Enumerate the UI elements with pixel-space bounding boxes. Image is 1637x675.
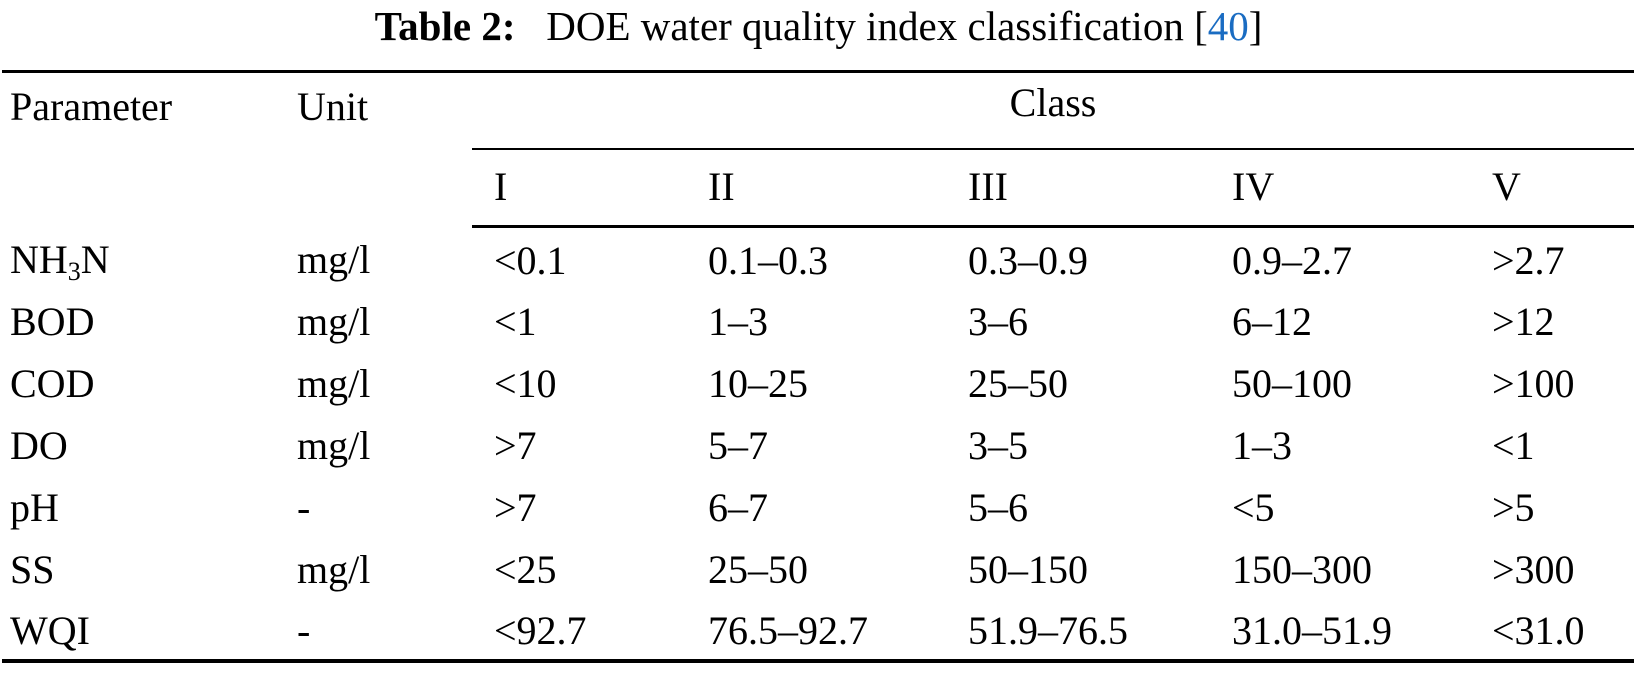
cell-class-v: <31.0 [1492,608,1585,653]
cell-parameter: pH [10,485,59,530]
citation-bracket-close: ] [1248,3,1263,49]
cell-class-iii: 3–6 [968,299,1028,344]
cell-class-ii: 25–50 [708,547,808,592]
cell-class-i: <0.1 [494,237,567,283]
cell-class-i: >7 [494,485,537,530]
cell-class-iv: 150–300 [1232,547,1372,592]
param-text: N [80,237,110,282]
cell-unit: mg/l [297,361,371,406]
cell-class-iv: 1–3 [1232,423,1292,468]
cell-class-v: >100 [1492,361,1575,406]
cell-class-iii: 0.3–0.9 [968,237,1088,283]
cell-unit: - [297,608,311,653]
table-caption: Table 2: DOE water quality index classif… [0,2,1637,50]
cell-class-iii: 51.9–76.5 [968,608,1128,653]
col-header-class-v: V [1470,148,1635,228]
cell-unit: mg/l [297,547,371,592]
col-header-class-iii: III [946,148,1210,228]
cell-class-ii: 10–25 [708,361,808,406]
col-header-class-ii: II [686,148,946,228]
param-subscript: 3 [67,257,81,286]
table-row-do: DO mg/l >7 5–7 3–5 1–3 <1 [2,413,1634,475]
cell-class-iv: 0.9–2.7 [1232,237,1352,283]
caption-text: DOE water quality index classification [546,3,1184,49]
cell-parameter: BOD [10,299,95,344]
cell-class-i: >7 [494,423,537,468]
col-header-parameter: Parameter [10,84,173,129]
cell-unit: - [297,485,311,530]
cell-class-v: >2.7 [1492,237,1565,283]
cell-class-ii: 76.5–92.7 [708,608,868,653]
cell-class-i: <92.7 [494,608,587,653]
cell-class-iii: 5–6 [968,485,1028,530]
cell-class-v: >12 [1492,299,1555,344]
cell-class-iv: 50–100 [1232,361,1352,406]
cell-unit: mg/l [297,299,371,344]
cell-class-v: >300 [1492,547,1575,592]
cell-parameter: SS [10,547,55,592]
cell-class-i: <1 [494,299,537,344]
cell-parameter: DO [10,423,68,468]
cell-class-iii: 50–150 [968,547,1088,592]
caption-spacer [526,3,547,49]
cell-class-ii: 1–3 [708,299,768,344]
cell-class-ii: 0.1–0.3 [708,237,828,283]
cell-class-iii: 25–50 [968,361,1068,406]
table-row-cod: COD mg/l <10 10–25 25–50 50–100 >100 [2,351,1634,413]
table-row-bod: BOD mg/l <1 1–3 3–6 6–12 >12 [2,289,1634,351]
citation-bracket-open: [ [1194,3,1208,49]
cell-class-iv: 6–12 [1232,299,1312,344]
doe-wqi-classification-table: Parameter Unit Class I II III IV V NH3N … [2,70,1635,663]
cell-class-ii: 6–7 [708,485,768,530]
citation-link[interactable]: 40 [1207,3,1249,49]
col-header-class-i: I [472,148,686,228]
table-row-ss: SS mg/l <25 25–50 50–150 150–300 >300 [2,537,1634,599]
col-header-class-group: Class [472,71,1635,150]
cell-class-iii: 3–5 [968,423,1028,468]
cell-unit: mg/l [297,423,371,468]
cell-class-iv: <5 [1232,485,1275,530]
cell-parameter: COD [10,361,95,406]
col-header-unit: Unit [297,84,369,129]
cell-class-v: <1 [1492,423,1535,468]
cell-parameter: NH3N [2,227,289,289]
cell-unit: mg/l [297,237,371,282]
table-row-wqi: WQI - <92.7 76.5–92.7 51.9–76.5 31.0–51.… [2,599,1634,661]
param-text: NH [10,237,68,282]
table-row-ph: pH - >7 6–7 5–6 <5 >5 [2,475,1634,537]
caption-label: Table 2: [374,3,516,49]
cell-class-ii: 5–7 [708,423,768,468]
col-header-class-iv: IV [1210,148,1470,228]
cell-class-v: >5 [1492,485,1535,530]
cell-class-i: <25 [494,547,557,592]
cell-class-iv: 31.0–51.9 [1232,608,1392,653]
cell-parameter: WQI [10,608,90,653]
table-row-nh3n: NH3N mg/l <0.1 0.1–0.3 0.3–0.9 0.9–2.7 >… [2,227,1634,289]
cell-class-i: <10 [494,361,557,406]
